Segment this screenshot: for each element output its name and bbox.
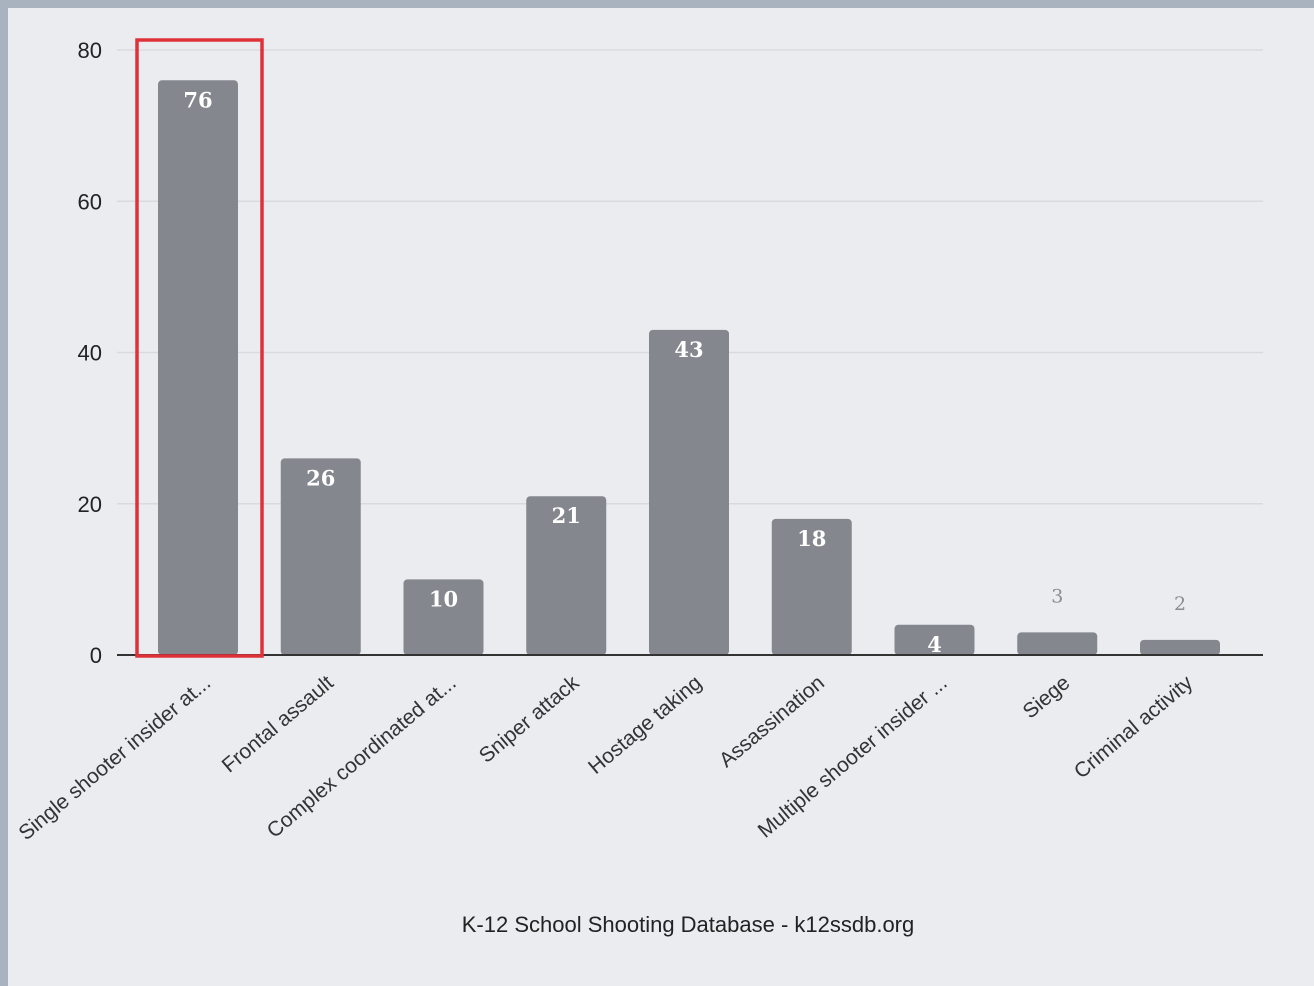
x-axis-category-labels: Single shooter insider at... Frontal assa…	[14, 671, 1197, 845]
y-tick-label: 0	[90, 643, 102, 668]
bar-value-label: 76	[183, 87, 212, 112]
x-category-label: Siege	[1019, 671, 1075, 723]
bar	[1140, 639, 1220, 655]
x-category-label: Frontal assault	[218, 671, 338, 777]
x-category-label: Hostage taking	[584, 671, 706, 779]
y-tick-label: 60	[78, 189, 102, 214]
bar	[649, 329, 729, 655]
bar-value-label: 2	[1174, 593, 1186, 615]
bar	[894, 624, 975, 655]
bar-value-label: 21	[552, 503, 581, 528]
bar-value-label: 43	[674, 337, 703, 362]
source-caption: K-12 School Shooting Database - k12ssdb.…	[462, 912, 915, 937]
highlight-box	[135, 38, 264, 658]
bar	[526, 496, 607, 655]
bar-value-label: 10	[429, 586, 458, 611]
bar-value-label: 3	[1051, 585, 1063, 607]
bar	[771, 518, 852, 655]
bar	[280, 458, 361, 655]
x-category-label: Sniper attack	[475, 671, 584, 768]
bar-value-label: 18	[797, 526, 826, 551]
bar	[158, 80, 238, 655]
y-tick-label: 40	[78, 341, 102, 366]
bar	[403, 579, 484, 655]
y-tick-label: 20	[78, 492, 102, 517]
bars	[158, 80, 1220, 655]
x-category-label: Criminal activity	[1070, 671, 1198, 783]
y-tick-label: 80	[78, 38, 102, 63]
x-category-label: Single shooter insider at...	[14, 671, 215, 845]
x-category-label: Assassination	[715, 671, 829, 772]
bar	[1017, 632, 1098, 655]
bar-value-label: 26	[306, 465, 335, 490]
bar-value-label: 4	[927, 632, 942, 657]
y-axis-ticks: 0 20 40 60 80	[78, 38, 102, 668]
